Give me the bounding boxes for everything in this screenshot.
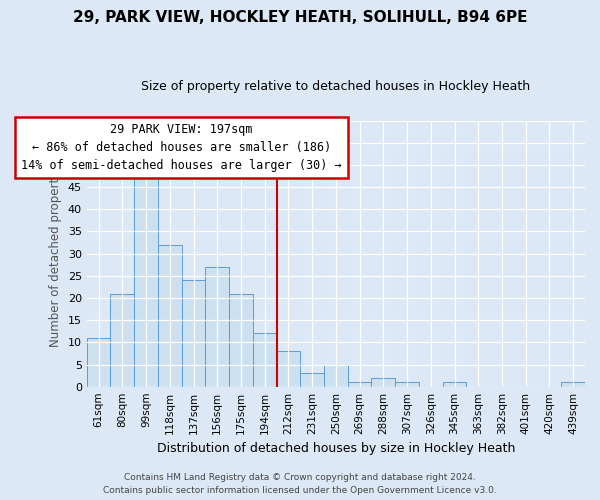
Bar: [205, 267, 229, 386]
Bar: [134, 178, 158, 386]
Bar: [348, 382, 371, 386]
Bar: [371, 378, 395, 386]
Bar: [87, 338, 110, 386]
X-axis label: Distribution of detached houses by size in Hockley Heath: Distribution of detached houses by size …: [157, 442, 515, 455]
Bar: [443, 382, 466, 386]
Bar: [395, 382, 419, 386]
Y-axis label: Number of detached properties: Number of detached properties: [49, 160, 62, 346]
Bar: [561, 382, 585, 386]
Bar: [324, 364, 348, 386]
Bar: [229, 294, 253, 386]
Bar: [253, 334, 277, 386]
Text: 29, PARK VIEW, HOCKLEY HEATH, SOLIHULL, B94 6PE: 29, PARK VIEW, HOCKLEY HEATH, SOLIHULL, …: [73, 10, 527, 25]
Bar: [110, 294, 134, 386]
Text: Contains HM Land Registry data © Crown copyright and database right 2024.
Contai: Contains HM Land Registry data © Crown c…: [103, 474, 497, 495]
Bar: [158, 244, 182, 386]
Bar: [277, 351, 300, 386]
Title: Size of property relative to detached houses in Hockley Heath: Size of property relative to detached ho…: [142, 80, 530, 93]
Text: 29 PARK VIEW: 197sqm
← 86% of detached houses are smaller (186)
14% of semi-deta: 29 PARK VIEW: 197sqm ← 86% of detached h…: [22, 123, 342, 172]
Bar: [182, 280, 205, 386]
Bar: [300, 374, 324, 386]
